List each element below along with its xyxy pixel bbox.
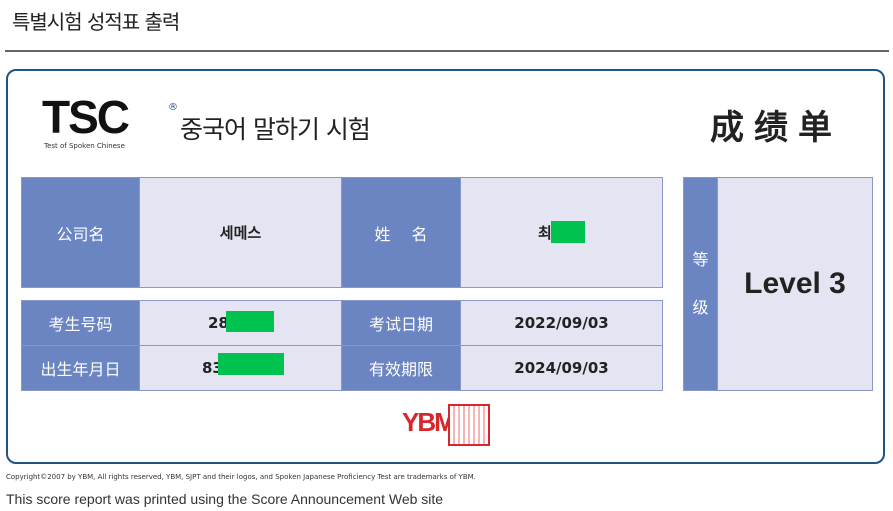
page-title: 특별시험 성적표 출력 [12,10,180,34]
logo-subtitle: Test of Spoken Chinese [44,142,125,150]
exam-date-value: 2022/09/03 [460,300,663,346]
divider [5,50,889,52]
ybm-logo: YBM [402,407,456,437]
birth-date-label: 出生年月日 [21,345,140,391]
print-note: This score report was printed using the … [6,491,444,507]
grade-label: 等 级 [683,177,718,391]
redacted-block [226,311,274,332]
exam-date-label: 考试日期 [341,300,461,346]
copyright-text: Copyright©2007 by YBM, All rights reserv… [6,473,476,481]
company-value: 세메스 [139,177,342,288]
name-value: 최 [460,177,663,288]
redacted-block [218,353,284,375]
exam-number-label: 考生号码 [21,300,140,346]
valid-until-label: 有效期限 [341,345,461,391]
official-seal-stamp [448,404,490,446]
name-label: 姓 名 [341,177,461,288]
valid-until-value: 2024/09/03 [460,345,663,391]
score-report-card [6,69,885,464]
company-label: 公司名 [21,177,140,288]
redacted-block [551,221,585,243]
tsc-logo: TSC [42,91,130,143]
logo-korean-name: 중국어 말하기 시험 [180,115,371,144]
registered-mark: ® [168,102,178,113]
grade-value: Level 3 [717,177,873,391]
document-title: 成绩单 [710,108,842,148]
